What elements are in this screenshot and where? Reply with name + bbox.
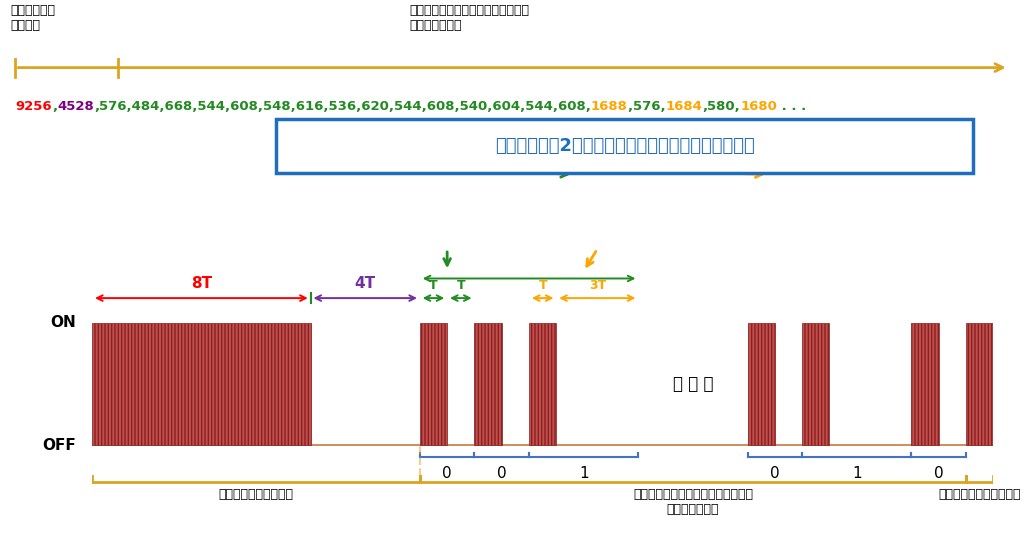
Text: データ部分は2種類の長さのパルスで構成されている: データ部分は2種類の長さのパルスで構成されている (495, 137, 755, 155)
Bar (966, 322, 993, 445)
Text: 576,484,668,544,608,548,616,536,620,544,608,540,604,544,608,: 576,484,668,544,608,548,616,536,620,544,… (99, 100, 591, 113)
Text: 4T: 4T (354, 276, 376, 291)
FancyBboxPatch shape (276, 119, 973, 172)
Text: OFF: OFF (42, 438, 76, 453)
Text: 8T: 8T (190, 276, 212, 291)
Text: 580,: 580, (708, 100, 740, 113)
Text: 0: 0 (934, 466, 943, 481)
Text: ,: , (702, 100, 708, 113)
Bar (911, 322, 939, 445)
Text: 4528: 4528 (57, 100, 94, 113)
Text: 3T: 3T (589, 279, 606, 292)
Text: ON: ON (50, 315, 76, 330)
Text: 通信の開始を表す信号: 通信の開始を表す信号 (218, 488, 294, 501)
Text: T: T (539, 279, 547, 292)
Text: ,: , (52, 100, 57, 113)
Text: ・ ・ ・: ・ ・ ・ (673, 375, 713, 393)
Text: リモコンやボタンによって変化する
データ表す信号: リモコンやボタンによって変化する データ表す信号 (633, 488, 753, 516)
Bar (748, 322, 775, 445)
Bar (92, 322, 310, 445)
Bar (474, 322, 502, 445)
Text: 1684: 1684 (666, 100, 702, 113)
Text: 0: 0 (497, 466, 507, 481)
Text: 1688: 1688 (591, 100, 628, 113)
Bar (420, 322, 447, 445)
Text: T: T (457, 279, 465, 292)
Text: 通信の開始を
表す信号: 通信の開始を 表す信号 (10, 3, 55, 32)
Text: 9256: 9256 (15, 100, 52, 113)
Text: 0: 0 (442, 466, 452, 481)
Text: 576,: 576, (633, 100, 666, 113)
Text: 通信の終わりを表す信号: 通信の終わりを表す信号 (938, 488, 1021, 501)
Bar (802, 322, 829, 445)
Text: 1: 1 (579, 466, 589, 481)
Text: 1680: 1680 (740, 100, 777, 113)
Text: ,: , (628, 100, 633, 113)
Text: 1: 1 (852, 466, 861, 481)
Text: 0: 0 (770, 466, 779, 481)
Text: T: T (429, 279, 438, 292)
Text: ,: , (94, 100, 99, 113)
Bar (529, 322, 556, 445)
Text: . . .: . . . (777, 100, 806, 113)
Text: リモコンやボタンによって変化する
データ表す信号: リモコンやボタンによって変化する データ表す信号 (410, 3, 529, 32)
